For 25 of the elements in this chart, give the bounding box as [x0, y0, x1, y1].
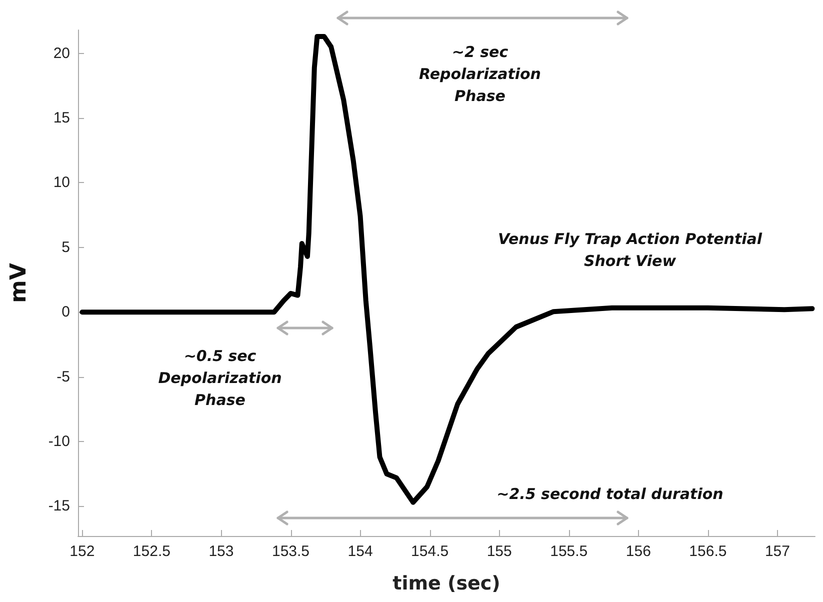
y-tick-label: 15 [53, 110, 70, 126]
x-tick-label: 154 [348, 543, 373, 560]
y-tick-label: -10 [48, 433, 70, 450]
y-tick-label: 20 [53, 44, 70, 62]
x-tick-label: 154.5 [411, 543, 449, 560]
y-tick-label: 5 [62, 238, 70, 256]
annotation: Venus Fly Trap Action Potential Short View [498, 230, 763, 270]
x-tick-label: 155 [486, 543, 512, 560]
x-tick-label: 156.5 [689, 543, 727, 560]
annotation: ~0.5 sec Depolarization Phase [158, 347, 282, 409]
x-tick-label: 152 [70, 543, 95, 560]
x-tick-label: 155.5 [550, 543, 588, 560]
y-tick-label: -5 [56, 368, 70, 386]
x-tick-label: 153.5 [272, 543, 310, 560]
y-tick-label: -15 [48, 498, 70, 515]
annotation: ~2.5 second total duration [496, 485, 724, 503]
y-tick-label: 10 [53, 174, 70, 192]
annotation: ~2 sec Repolarization Phase [419, 43, 541, 105]
x-tick-label: 156 [626, 543, 651, 560]
x-axis-title: time (sec) [392, 572, 500, 594]
x-tick-label: 153 [208, 543, 234, 560]
y-axis-title: mV [6, 263, 32, 303]
x-tick-label: 152.5 [132, 543, 170, 560]
y-tick-label: 0 [62, 304, 70, 321]
x-tick-label: 157 [764, 543, 790, 560]
